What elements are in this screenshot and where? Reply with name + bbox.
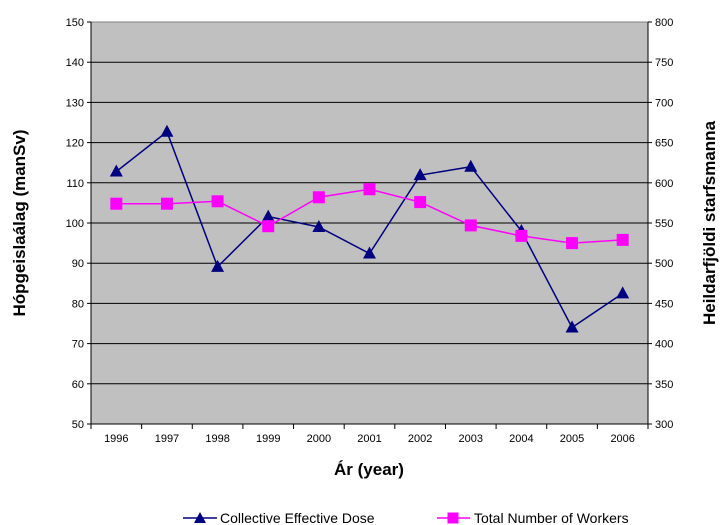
x-tick-label: 2004 bbox=[509, 433, 533, 445]
right-tick-label: 550 bbox=[655, 218, 673, 230]
left-tick-label: 130 bbox=[66, 97, 84, 109]
data-point-triangle bbox=[312, 220, 326, 233]
data-point-triangle bbox=[464, 159, 478, 172]
left-tick-label: 90 bbox=[72, 258, 84, 270]
data-point-square bbox=[363, 183, 376, 196]
right-tick-label: 300 bbox=[655, 419, 673, 431]
x-tick-label: 1999 bbox=[256, 433, 280, 445]
right-tick-label: 350 bbox=[655, 379, 673, 391]
data-point-square bbox=[110, 197, 123, 210]
left-tick-label: 60 bbox=[72, 379, 84, 391]
left-axis: 50 60 70 80 90 100 110 120 130 140 150 bbox=[66, 17, 92, 431]
x-axis-title: Ár (year) bbox=[334, 460, 404, 479]
right-axis: 300 350 400 450 500 550 600 650 700 750 800 bbox=[647, 17, 673, 431]
left-axis-title: Hópgeislaálag (manSv) bbox=[10, 129, 29, 316]
data-point-square bbox=[464, 219, 477, 232]
data-point-square bbox=[211, 195, 224, 208]
right-tick-label: 500 bbox=[655, 258, 673, 270]
x-tick-label: 1998 bbox=[205, 433, 229, 445]
x-tick-label: 2001 bbox=[357, 433, 381, 445]
x-tick-label: 2006 bbox=[610, 433, 634, 445]
data-point-triangle bbox=[565, 320, 579, 333]
left-tick-label: 70 bbox=[72, 339, 84, 351]
right-tick-label: 800 bbox=[655, 17, 673, 29]
right-tick-label: 400 bbox=[655, 339, 673, 351]
left-tick-label: 80 bbox=[72, 298, 84, 310]
series-layer bbox=[109, 124, 630, 333]
legend: Collective Effective Dose Total Number o… bbox=[183, 510, 629, 525]
data-point-square bbox=[160, 197, 173, 210]
right-tick-label: 450 bbox=[655, 298, 673, 310]
gridlines bbox=[91, 61, 648, 385]
x-tick-label: 1996 bbox=[104, 433, 128, 445]
left-tick-label: 120 bbox=[66, 138, 84, 150]
data-point-triangle bbox=[109, 164, 123, 177]
x-tick-label: 1997 bbox=[155, 433, 179, 445]
data-point-square bbox=[566, 237, 579, 250]
data-point-triangle bbox=[363, 246, 376, 259]
left-tick-label: 50 bbox=[72, 419, 84, 431]
right-axis-title: Heildarfjöldi starfsmanna bbox=[700, 120, 719, 325]
right-tick-label: 600 bbox=[655, 178, 673, 190]
data-point-square bbox=[262, 220, 275, 233]
left-tick-label: 140 bbox=[66, 57, 84, 69]
data-point-square bbox=[616, 233, 629, 246]
legend-label-dose: Collective Effective Dose bbox=[220, 510, 375, 525]
left-tick-label: 150 bbox=[66, 17, 84, 29]
data-point-triangle bbox=[160, 124, 174, 137]
left-tick-label: 100 bbox=[66, 218, 84, 230]
data-point-triangle bbox=[616, 286, 630, 299]
data-point-triangle bbox=[211, 259, 225, 272]
data-point-square bbox=[312, 191, 325, 204]
left-tick-label: 110 bbox=[66, 178, 84, 190]
data-point-square bbox=[515, 229, 528, 242]
x-tick-label: 2000 bbox=[307, 433, 331, 445]
data-point-triangle bbox=[261, 209, 275, 222]
legend-square-icon bbox=[447, 512, 459, 524]
data-point-square bbox=[414, 196, 427, 209]
right-tick-label: 750 bbox=[655, 57, 673, 69]
legend-triangle-icon bbox=[194, 512, 206, 523]
legend-label-workers: Total Number of Workers bbox=[474, 510, 629, 525]
right-tick-label: 700 bbox=[655, 97, 673, 109]
x-axis: 1996 1997 1998 1999 2000 2001 2002 2003 2004 2005… bbox=[90, 423, 649, 445]
x-tick-label: 2005 bbox=[560, 433, 584, 445]
data-point-triangle bbox=[413, 168, 427, 181]
x-tick-label: 2002 bbox=[408, 433, 432, 445]
right-tick-label: 650 bbox=[655, 138, 673, 150]
x-tick-label: 2003 bbox=[459, 433, 483, 445]
